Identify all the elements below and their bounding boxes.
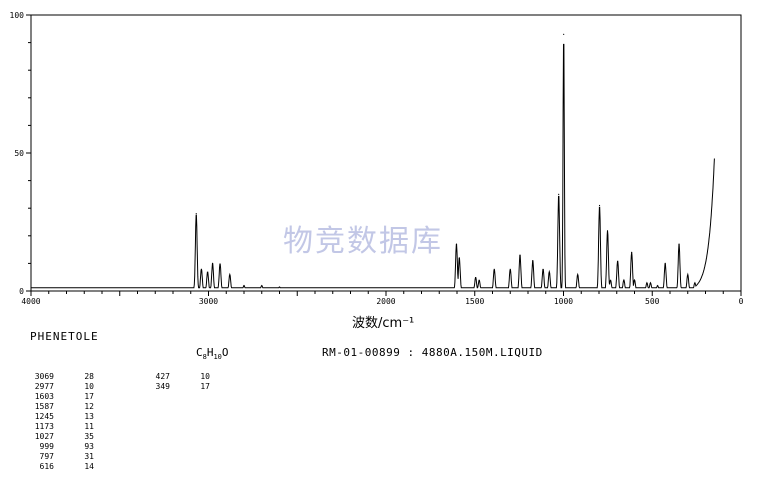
peak-point (563, 33, 565, 35)
record-info: RM-01-00899 : 4880A.150M.LIQUID (322, 346, 543, 359)
peak-wavenumber: 999 (39, 442, 54, 451)
x-tick-label: 2000 (376, 297, 395, 306)
peak-intensity: 12 (84, 402, 94, 411)
peak-table-row: 349 17 (146, 382, 210, 392)
peak-table-row: 797 31 (30, 452, 94, 462)
axis-ticks (26, 14, 742, 296)
peak-wavenumber: 427 (155, 372, 170, 381)
peak-intensity: 35 (84, 432, 94, 441)
peak-table-row: 1603 17 (30, 392, 94, 402)
peak-point (558, 193, 560, 195)
formula-o: O (221, 346, 229, 359)
peak-table-row: 616 14 (30, 462, 94, 472)
formula-h-count: 10 (213, 353, 222, 362)
y-tick-label: 0 (19, 287, 24, 296)
watermark: 物竞数据库 (283, 224, 443, 259)
spectrum-line (31, 43, 715, 289)
peak-intensity: 93 (84, 442, 94, 451)
formula-h: H (206, 346, 214, 359)
peak-wavenumber: 1173 (34, 422, 54, 431)
peak-table-row: 999 93 (30, 442, 94, 452)
peak-wavenumber: 1587 (34, 402, 54, 411)
x-tick-label: 4000 (21, 297, 40, 306)
peak-wavenumber: 797 (39, 452, 54, 461)
peak-table-row: 2977 10 (30, 382, 94, 392)
peak-intensity: 14 (84, 462, 94, 471)
x-tick-label: 1500 (465, 297, 484, 306)
peak-wavenumber: 3069 (34, 372, 54, 381)
peak-table-row: 1587 12 (30, 402, 94, 412)
x-tick-label: 3000 (199, 297, 218, 306)
peak-wavenumber: 1245 (34, 412, 54, 421)
compound-name: PHENETOLE (30, 330, 99, 343)
peak-table-row: 1173 11 (30, 422, 94, 432)
peak-wavenumber: 1603 (34, 392, 54, 401)
peak-wavenumber: 1027 (34, 432, 54, 441)
peak-intensity: 28 (84, 372, 94, 381)
peak-intensity: 13 (84, 412, 94, 421)
peak-point (598, 204, 601, 207)
peak-intensity: 31 (84, 452, 94, 461)
x-axis-label: 波数/cm⁻¹ (352, 316, 415, 331)
peak-table-row: 427 10 (146, 372, 210, 382)
peak-table-row: 1027 35 (30, 432, 94, 442)
peak-intensity: 10 (84, 382, 94, 391)
molecular-formula: C8H10O (196, 346, 229, 361)
x-tick-label: 1000 (554, 297, 573, 306)
peak-point (195, 213, 197, 215)
peak-intensity: 17 (200, 382, 210, 391)
y-tick-label: 50 (14, 149, 24, 158)
peak-point (455, 243, 458, 245)
peak-table-row: 1245 13 (30, 412, 94, 422)
peak-wavenumber: 2977 (34, 382, 54, 391)
x-tick-label: 500 (645, 297, 660, 306)
peak-intensity: 10 (200, 372, 210, 381)
peak-intensity: 11 (84, 422, 94, 431)
y-tick-label: 100 (10, 11, 25, 20)
peak-table-column-2: 427 10 349 17 (146, 372, 210, 392)
peak-wavenumber: 349 (155, 382, 170, 391)
formula-c: C (196, 346, 203, 359)
peak-table-column-1: 3069 28 2977 10 1603 17 1587 12 1245 13 1173 11 1027… (30, 372, 94, 472)
formula-c-count: 8 (202, 353, 207, 362)
peak-intensity: 17 (84, 392, 94, 401)
peak-wavenumber: 616 (39, 462, 54, 471)
x-tick-label: 0 (739, 297, 744, 306)
peak-table-row: 3069 28 (30, 372, 94, 382)
peak-point (678, 243, 680, 245)
